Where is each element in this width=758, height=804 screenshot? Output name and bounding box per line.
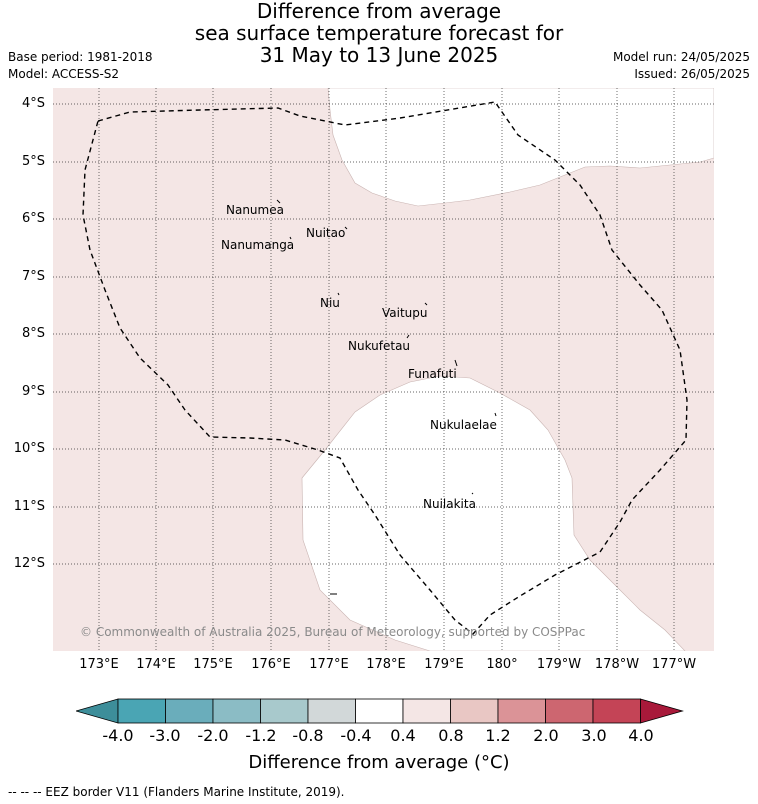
colorbar-label: Difference from average (°C) [248,752,510,773]
colorbar-segment [212,698,261,724]
chart-title: Difference from average sea surface temp… [0,0,758,66]
lon-label: 180° [486,657,518,672]
lon-label: 178°W [594,657,640,672]
colorbar-segment [545,698,594,724]
issued-date: Issued: 26/05/2025 [634,67,750,81]
lon-label: 173°E [79,657,119,672]
lat-label: 12°S [13,556,45,571]
colorbar-segment [307,698,356,724]
island-label-nukulaelae: Nukulaelae [430,418,497,432]
lon-label: 175°E [193,657,233,672]
island-label-vaitupu: Vaitupu [382,306,428,320]
lat-label: 9°S [21,384,45,399]
colorbar-tick: 2.0 [533,726,559,745]
lat-gridlines [53,103,714,565]
lon-label: 179°W [536,657,582,672]
colorbar-segment [355,698,404,724]
colorbar-segment [497,698,546,724]
colorbar-tick: -0.8 [292,726,324,745]
colorbar-tick: 3.0 [581,726,607,745]
eez-border [82,101,688,635]
island-label-nanumea: Nanumea [226,203,284,217]
neutral-region-north [327,88,714,207]
lon-label: 179°E [424,657,464,672]
model-name: Model: ACCESS-S2 [8,67,120,81]
lat-label: 4°S [21,96,45,111]
base-period: Base period: 1981-2018 [8,50,153,64]
lat-label: 8°S [21,326,45,341]
lon-label: 177°W [651,657,697,672]
colorbar-tick: 1.2 [485,726,511,745]
colorbar-tick: 0.4 [390,726,416,745]
neutral-region-south [301,375,686,651]
lon-label: 178°E [366,657,406,672]
lon-gridlines [98,88,675,651]
colorbar-segment [117,698,166,724]
model-run: Model run: 24/05/2025 [612,50,750,64]
colorbar-tick: -3.0 [149,726,181,745]
map [53,88,714,651]
island-label-nanumanga: Nanumanga [221,238,295,252]
colorbar-tick: -1.2 [245,726,277,745]
colorbar-tick: -4.0 [102,726,134,745]
eez-footnote: -- -- -- EEZ border V11 (Flanders Marine… [8,785,345,799]
title-line-2: sea surface temperature forecast for [194,21,564,45]
meta-right: Model run: 24/05/2025 Issued: 26/05/2025 [613,49,750,83]
island-label-nuitao: Nuitao [306,226,346,240]
colorbar-tick: -2.0 [197,726,229,745]
lat-label: 6°S [21,211,45,226]
colorbar-segment [402,698,451,724]
lon-label: 176°E [251,657,291,672]
lat-label: 11°S [13,499,45,514]
copyright-notice: © Commonwealth of Australia 2025, Bureau… [80,625,586,639]
colorbar [76,698,684,724]
island-label-funafuti: Funafuti [408,367,457,381]
title-line-1: Difference from average [256,0,502,23]
colorbar-segments [76,698,684,724]
colorbar-extend-low [76,698,119,724]
colorbar-segment [165,698,214,724]
colorbar-tick: 0.8 [438,726,464,745]
lat-label: 5°S [21,154,45,169]
lat-label: 7°S [21,269,45,284]
colorbar-tick: 4.0 [628,726,654,745]
colorbar-tick: -0.4 [340,726,372,745]
colorbar-extend-high [640,698,684,724]
title-line-3: 31 May to 13 June 2025 [259,43,499,67]
lat-label: 10°S [13,441,45,456]
island-label-niu: Niu [320,296,340,310]
colorbar-segment [592,698,641,724]
lon-label: 174°E [136,657,176,672]
meta-left: Base period: 1981-2018 Model: ACCESS-S2 [8,49,153,83]
island-label-nuilakita: Nuilakita [423,497,476,511]
island-marks [276,199,497,595]
colorbar-segment [260,698,309,724]
island-label-nukufetau: Nukufetau [348,339,411,353]
lon-label: 177°E [309,657,349,672]
colorbar-segment [450,698,499,724]
